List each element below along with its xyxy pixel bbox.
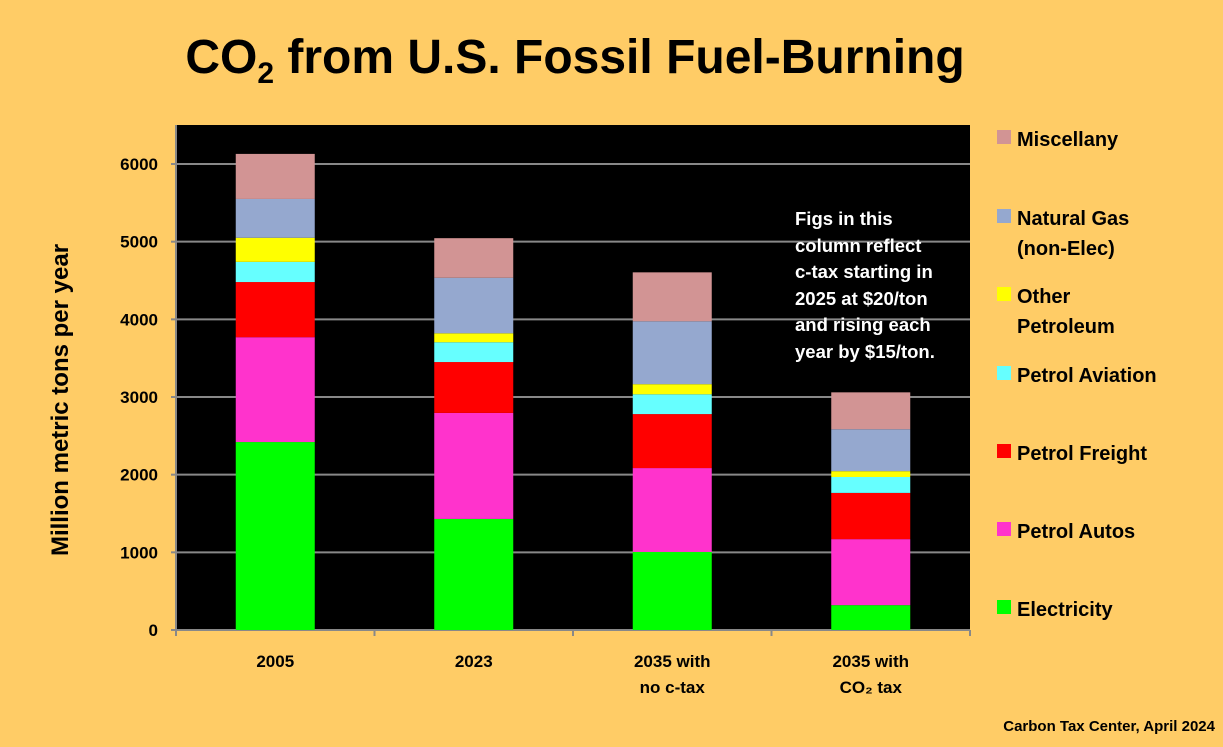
bar-segment-natural-gas-non-elec- <box>632 321 712 385</box>
bar-segment-electricity <box>235 442 315 630</box>
legend-swatch <box>997 522 1011 536</box>
bar-segment-miscellany <box>434 238 514 278</box>
x-tick-label: CO₂ tax <box>840 678 903 697</box>
chart-title: CO2 from U.S. Fossil Fuel-Burning <box>0 30 1150 91</box>
legend-label: Petroleum <box>1017 316 1115 338</box>
bar-segment-petrol-freight <box>235 282 315 338</box>
legend-label: Petrol Autos <box>1017 521 1135 543</box>
bar-segment-petrol-autos <box>632 468 712 552</box>
legend-swatch <box>997 287 1011 301</box>
legend-swatch <box>997 130 1011 144</box>
legend-label: Other <box>1017 286 1071 308</box>
legend-label: Petrol Aviation <box>1017 365 1157 387</box>
bar-segment-miscellany <box>831 392 911 430</box>
bar-segment-petrol-autos <box>235 337 315 443</box>
x-tick-label: no c-tax <box>640 678 706 697</box>
legend-label: Natural Gas <box>1017 208 1129 230</box>
y-axis-label: Million metric tons per year <box>47 244 74 556</box>
y-tick-label: 3000 <box>120 388 158 407</box>
bar-segment-other-petroleum <box>235 237 315 262</box>
y-tick-label: 1000 <box>120 543 158 562</box>
source-credit: Carbon Tax Center, April 2024 <box>1003 718 1215 735</box>
bar-segment-petrol-freight <box>831 492 911 540</box>
bar-segment-electricity <box>632 551 712 630</box>
y-tick-label: 6000 <box>120 155 158 174</box>
bar-segment-miscellany <box>632 272 712 322</box>
bar-segment-petrol-freight <box>632 414 712 469</box>
y-tick-label: 0 <box>149 621 158 640</box>
bar-segment-natural-gas-non-elec- <box>235 198 315 238</box>
y-tick-label: 2000 <box>120 466 158 485</box>
legend-swatch <box>997 444 1011 458</box>
x-tick-label: 2035 with <box>634 652 711 671</box>
bar-segment-petrol-aviation <box>831 476 911 493</box>
title-rest: from U.S. Fossil Fuel-Burning <box>274 31 965 84</box>
x-tick-label: 2005 <box>256 652 294 671</box>
legend-swatch <box>997 209 1011 223</box>
bar-segment-petrol-aviation <box>235 261 315 283</box>
legend-swatch <box>997 366 1011 380</box>
bar-segment-petrol-freight <box>434 362 514 413</box>
bar-segment-other-petroleum <box>434 333 514 343</box>
y-tick-label: 5000 <box>120 233 158 252</box>
x-tick-label: 2035 with <box>832 652 909 671</box>
legend-swatch <box>997 600 1011 614</box>
bar-segment-petrol-autos <box>831 539 911 606</box>
bar-segment-other-petroleum <box>831 471 911 477</box>
bar-segment-miscellany <box>235 153 315 199</box>
annotation: Figs in this column reflect c-tax starti… <box>795 208 935 362</box>
legend-label: Petrol Freight <box>1017 443 1147 465</box>
legend-label: Miscellany <box>1017 129 1119 151</box>
bar-segment-electricity <box>831 605 911 630</box>
bar-segment-natural-gas-non-elec- <box>434 277 514 334</box>
bar-segment-natural-gas-non-elec- <box>831 429 911 472</box>
title-subscript: 2 <box>257 57 274 90</box>
legend-label: Electricity <box>1017 599 1113 621</box>
y-tick-label: 4000 <box>120 310 158 329</box>
bar-segment-petrol-autos <box>434 412 514 519</box>
legend-label: (non-Elec) <box>1017 238 1115 260</box>
x-tick-label: 2023 <box>455 652 493 671</box>
bar-segment-petrol-aviation <box>434 342 514 363</box>
bar-segment-petrol-aviation <box>632 394 712 415</box>
title-prefix: CO <box>185 31 258 84</box>
bar-segment-electricity <box>434 518 514 630</box>
bar-segment-other-petroleum <box>632 384 712 395</box>
